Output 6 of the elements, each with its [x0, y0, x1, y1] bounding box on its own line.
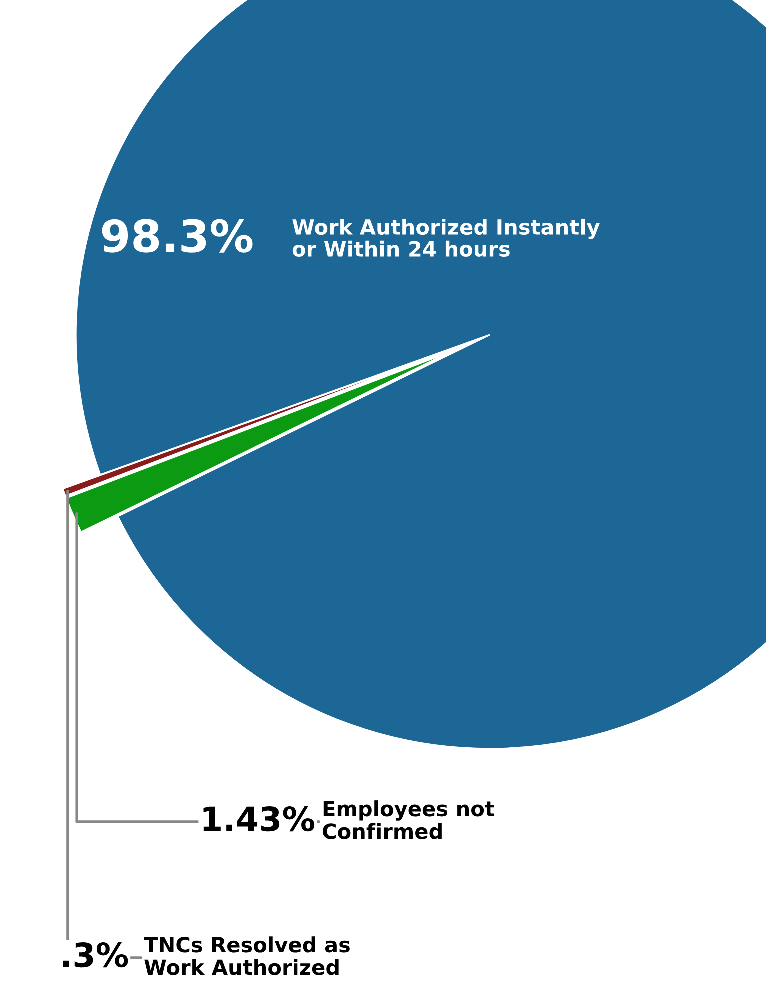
data-label: 1.43%: [204, 806, 315, 832]
data-label: .3%: [63, 942, 128, 968]
slice-label: TNCs Resolved as Work Authorized: [144, 936, 350, 976]
slice-label: Employees not Confirmed: [323, 800, 494, 840]
data-label: 98.3%: [102, 219, 253, 253]
slice-label: Work Authorized Instantly or Within 24 hours: [292, 218, 600, 257]
